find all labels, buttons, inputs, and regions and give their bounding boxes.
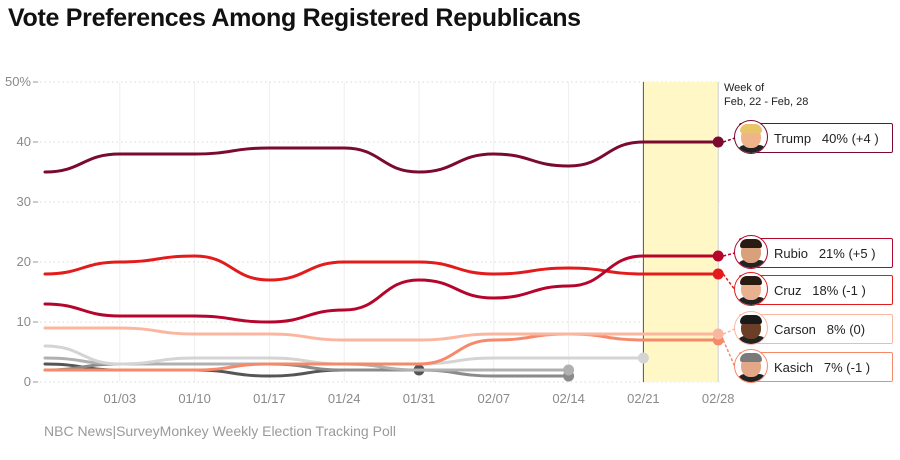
source-note: NBC News|SurveyMonkey Weekly Election Tr…: [44, 423, 396, 439]
candidate-card-carson: Carson 8% (0): [734, 311, 893, 345]
candidate-name: Cruz: [774, 283, 802, 298]
candidate-name: Carson: [774, 322, 816, 337]
candidate-label: Cruz 18% (-1 ): [774, 283, 866, 298]
ytick-label: 20: [17, 254, 31, 269]
candidate-card-rubio: Rubio 21% (+5 ): [734, 235, 893, 269]
ytick-label: 0: [24, 374, 31, 389]
hair-shape: [740, 353, 762, 362]
xtick-label: 01/24: [328, 391, 361, 406]
hair-shape: [740, 124, 762, 133]
series-end-dot-trump: [712, 136, 724, 148]
series-line-carson: [43, 326, 720, 342]
highlight-band: [643, 82, 719, 382]
candidate-name: Kasich: [774, 360, 814, 375]
xtick-label: 02/14: [552, 391, 585, 406]
grid: [40, 81, 720, 383]
xtick-label: 02/28: [702, 391, 735, 406]
highlight-week: [642, 82, 719, 382]
xtick-label: 02/07: [478, 391, 511, 406]
xtick-label: 01/03: [104, 391, 137, 406]
candidate-label: Kasich 7% (-1 ): [774, 360, 870, 375]
candidate-label: Carson 8% (0): [774, 322, 865, 337]
xtick-label: 01/10: [178, 391, 211, 406]
candidate-card-cruz: Cruz 18% (-1 ): [734, 272, 893, 306]
connector-cruz: [722, 273, 736, 291]
xtick-label: 01/31: [403, 391, 436, 406]
suit-shape: [737, 374, 767, 382]
suit-shape: [737, 336, 767, 344]
candidate-change: (+5 ): [848, 246, 876, 261]
hair-shape: [740, 239, 762, 248]
candidate-card-trump: Trump 40% (+4 ): [734, 120, 893, 154]
candidate-pct: 21%: [818, 246, 845, 261]
candidate-photo-trump: [734, 120, 768, 154]
ytick-label: 50%: [5, 74, 31, 89]
candidate-photo-kasich: [734, 349, 768, 383]
candidate-change: (-1 ): [841, 283, 866, 298]
series-line-cruz: [43, 254, 720, 282]
series-end-dot-carson: [712, 328, 724, 340]
series-line-trump: [43, 140, 720, 174]
xtick-label: 02/21: [627, 391, 660, 406]
candidate-name: Rubio: [774, 246, 808, 261]
week-label-line2: Feb, 22 - Feb, 28: [724, 96, 809, 108]
series-end-dot-other-a: [637, 352, 649, 364]
series-end-dot-rubio: [712, 250, 724, 262]
candidate-pct: 18%: [812, 283, 839, 298]
candidate-name: Trump: [774, 131, 812, 146]
series-line-kasich: [43, 332, 720, 372]
series-end-dot-other-b: [563, 364, 575, 376]
axes: 0 10 20 30 40 50% 01/03 01/10 01/17 01/24 01/31 02/…: [5, 74, 735, 406]
card-connectors: [722, 137, 736, 368]
candidate-pct: 40%: [821, 131, 848, 146]
week-label-line1: Week of: [724, 82, 765, 94]
candidate-pct: 7%: [823, 360, 843, 375]
candidate-change: (+4 ): [851, 131, 879, 146]
ytick-label: 40: [17, 134, 31, 149]
xtick-label: 01/17: [253, 391, 286, 406]
hair-shape: [740, 276, 762, 285]
candidate-pct: 8%: [826, 322, 846, 337]
suit-shape: [737, 145, 767, 153]
candidate-card-kasich: Kasich 7% (-1 ): [734, 349, 893, 383]
candidate-photo-cruz: [734, 272, 768, 306]
candidate-photo-rubio: [734, 235, 768, 269]
line-chart: 0 10 20 30 40 50% 01/03 01/10 01/17 01/24 01/31 02/…: [5, 74, 736, 406]
series-line-rubio: [43, 254, 720, 324]
connector-rubio: [723, 252, 736, 257]
hair-shape: [740, 315, 762, 324]
connector-carson: [722, 328, 736, 335]
candidate-change: (-1 ): [846, 360, 871, 375]
week-label: Week of Feb, 22 - Feb, 28: [724, 81, 808, 109]
candidate-change: (0): [849, 322, 866, 337]
chart-title: Vote Preferences Among Registered Republ…: [8, 4, 581, 32]
ytick-label: 30: [17, 194, 31, 209]
series-end-dot-cruz: [712, 268, 724, 280]
suit-shape: [737, 260, 767, 268]
candidate-label: Rubio 21% (+5 ): [774, 246, 876, 261]
candidate-label: Trump 40% (+4 ): [774, 131, 879, 146]
candidate-photo-carson: [734, 311, 768, 345]
connector-trump: [722, 137, 736, 143]
series-lines: [43, 136, 724, 382]
ytick-label: 10: [17, 314, 31, 329]
suit-shape: [737, 297, 767, 305]
